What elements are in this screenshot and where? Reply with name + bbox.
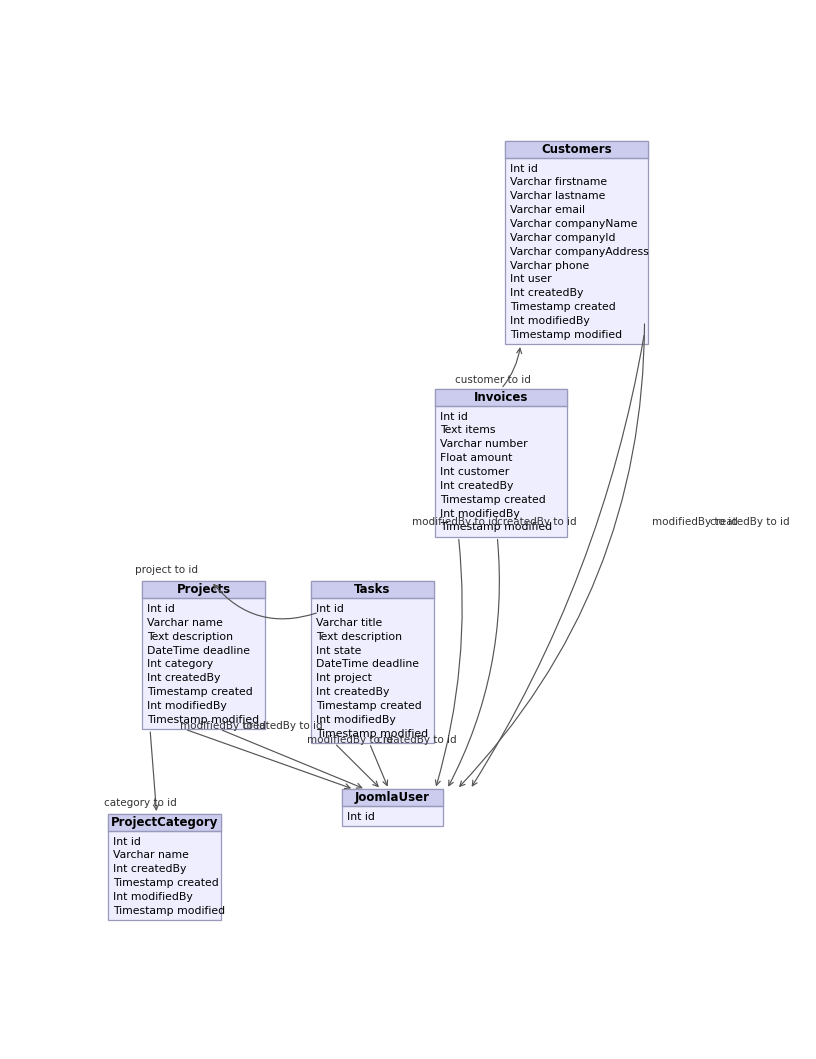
- Text: Int customer: Int customer: [440, 467, 509, 477]
- Text: modifiedBy to id: modifiedBy to id: [180, 721, 265, 731]
- Text: Varchar companyId: Varchar companyId: [510, 233, 615, 243]
- Text: Timestamp created: Timestamp created: [113, 878, 219, 889]
- Text: Float amount: Float amount: [440, 453, 512, 463]
- Text: Projects: Projects: [176, 584, 231, 596]
- Text: Varchar phone: Varchar phone: [510, 261, 589, 271]
- Text: Int modifiedBy: Int modifiedBy: [147, 701, 227, 711]
- Bar: [109, 814, 220, 831]
- Text: Int id: Int id: [147, 604, 175, 614]
- Text: Int id: Int id: [113, 837, 140, 846]
- Text: Varchar companyName: Varchar companyName: [510, 219, 637, 229]
- Text: Int user: Int user: [510, 274, 552, 285]
- Text: project to id: project to id: [135, 566, 197, 575]
- Text: Timestamp created: Timestamp created: [440, 495, 546, 505]
- Text: Timestamp modified: Timestamp modified: [440, 522, 552, 533]
- Text: Varchar email: Varchar email: [510, 205, 584, 215]
- Text: Timestamp created: Timestamp created: [316, 701, 422, 711]
- Bar: [142, 581, 264, 598]
- Text: Varchar lastname: Varchar lastname: [510, 192, 605, 201]
- Text: customer to id: customer to id: [455, 375, 530, 385]
- Text: Timestamp modified: Timestamp modified: [316, 729, 428, 739]
- Text: Customers: Customers: [541, 143, 612, 156]
- Bar: [435, 389, 567, 537]
- Text: Int createdBy: Int createdBy: [316, 687, 389, 697]
- Text: createdBy to id: createdBy to id: [377, 735, 457, 744]
- Text: Int createdBy: Int createdBy: [113, 864, 186, 875]
- Text: JoomlaUser: JoomlaUser: [355, 791, 430, 804]
- Bar: [505, 141, 649, 158]
- Text: createdBy to id: createdBy to id: [243, 721, 322, 731]
- Text: createdBy to id: createdBy to id: [711, 518, 790, 527]
- Text: Int project: Int project: [316, 674, 372, 683]
- Text: Int createdBy: Int createdBy: [440, 481, 513, 490]
- Bar: [342, 789, 443, 806]
- Text: Varchar companyAddress: Varchar companyAddress: [510, 247, 649, 256]
- Text: Tasks: Tasks: [354, 584, 391, 596]
- Bar: [505, 141, 649, 344]
- Text: modifiedBy to id: modifiedBy to id: [412, 518, 498, 527]
- Text: Invoices: Invoices: [474, 391, 528, 403]
- Text: Int state: Int state: [316, 646, 361, 656]
- Text: Varchar name: Varchar name: [147, 617, 223, 628]
- Bar: [342, 789, 443, 826]
- Text: Timestamp modified: Timestamp modified: [147, 715, 259, 725]
- Text: Int modifiedBy: Int modifiedBy: [316, 715, 396, 725]
- Text: Timestamp modified: Timestamp modified: [113, 905, 225, 916]
- Bar: [311, 581, 433, 598]
- Text: modifiedBy to id: modifiedBy to id: [308, 735, 393, 744]
- Text: Varchar firstname: Varchar firstname: [510, 178, 607, 187]
- Text: Text description: Text description: [147, 632, 233, 642]
- Text: ProjectCategory: ProjectCategory: [111, 815, 218, 829]
- Text: Text items: Text items: [440, 426, 495, 435]
- Text: Timestamp created: Timestamp created: [510, 302, 615, 312]
- Text: Int id: Int id: [347, 812, 375, 822]
- Text: Int createdBy: Int createdBy: [510, 288, 583, 299]
- Text: DateTime deadline: DateTime deadline: [147, 646, 250, 656]
- Bar: [311, 581, 433, 743]
- Text: modifiedBy to id: modifiedBy to id: [652, 518, 738, 527]
- Text: Int modifiedBy: Int modifiedBy: [510, 316, 589, 326]
- Text: Int modifiedBy: Int modifiedBy: [440, 508, 520, 519]
- Text: DateTime deadline: DateTime deadline: [316, 660, 419, 669]
- Text: Varchar number: Varchar number: [440, 439, 527, 449]
- Text: Int modifiedBy: Int modifiedBy: [113, 892, 193, 902]
- Bar: [435, 389, 567, 406]
- Text: Int category: Int category: [147, 660, 213, 669]
- Text: Int createdBy: Int createdBy: [147, 674, 220, 683]
- Text: Timestamp modified: Timestamp modified: [510, 330, 622, 340]
- Text: Varchar name: Varchar name: [113, 850, 188, 860]
- Text: Int id: Int id: [510, 163, 538, 174]
- Bar: [142, 581, 264, 730]
- Bar: [109, 814, 220, 920]
- Text: Int id: Int id: [316, 604, 344, 614]
- Text: Timestamp created: Timestamp created: [147, 687, 253, 697]
- Text: Varchar title: Varchar title: [316, 617, 382, 628]
- Text: Text description: Text description: [316, 632, 402, 642]
- Text: Int id: Int id: [440, 412, 468, 421]
- Text: createdBy to id: createdBy to id: [497, 518, 577, 527]
- Text: category to id: category to id: [104, 797, 177, 808]
